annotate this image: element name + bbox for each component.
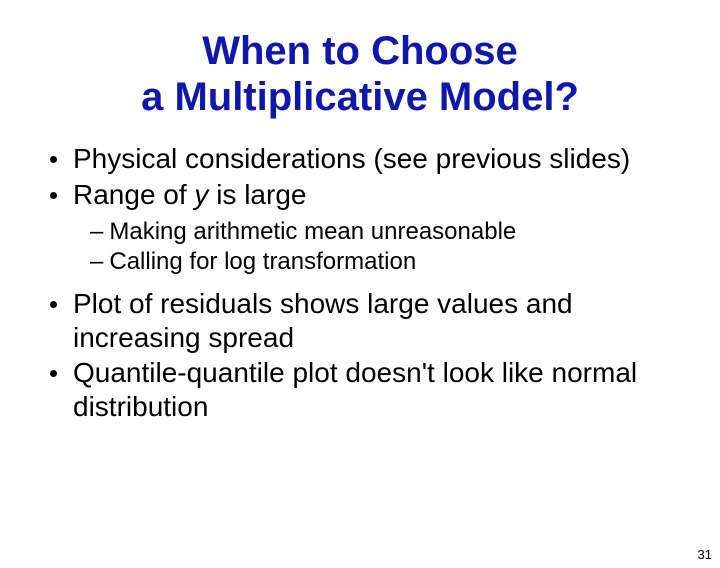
bullet-level-2: –Making arithmetic mean unreasonable: [90, 217, 670, 247]
bullet-level-1: Physical considerations (see previous sl…: [50, 142, 670, 176]
bullet-dash-icon: –: [90, 247, 103, 277]
bullet-level-1: Plot of residuals shows large values and…: [50, 287, 670, 354]
bullet-level-1: Range of y is large: [50, 178, 670, 212]
bullet-text: Making arithmetic mean unreasonable: [109, 217, 516, 247]
slide-body: Physical considerations (see previous sl…: [0, 142, 720, 424]
bullet-text: Range of y is large: [73, 178, 306, 212]
bullet-text: Calling for log transformation: [109, 247, 416, 277]
bullet-dot-icon: [50, 156, 57, 163]
bullet-dot-icon: [50, 192, 57, 199]
slide-title: When to Choose a Multiplicative Model?: [0, 28, 720, 120]
bullet-dash-icon: –: [90, 217, 103, 247]
bullet-level-1: Quantile-quantile plot doesn't look like…: [50, 356, 670, 423]
bullet-level-2: –Calling for log transformation: [90, 247, 670, 277]
bullet-text: Physical considerations (see previous sl…: [73, 142, 630, 176]
bullet-dot-icon: [50, 301, 57, 308]
title-line-1: When to Choose: [0, 28, 720, 74]
title-line-2: a Multiplicative Model?: [0, 74, 720, 120]
bullet-dot-icon: [50, 370, 57, 377]
bullet-text: Plot of residuals shows large values and…: [73, 287, 670, 354]
page-number: 31: [698, 547, 712, 562]
bullet-text: Quantile-quantile plot doesn't look like…: [73, 356, 670, 423]
